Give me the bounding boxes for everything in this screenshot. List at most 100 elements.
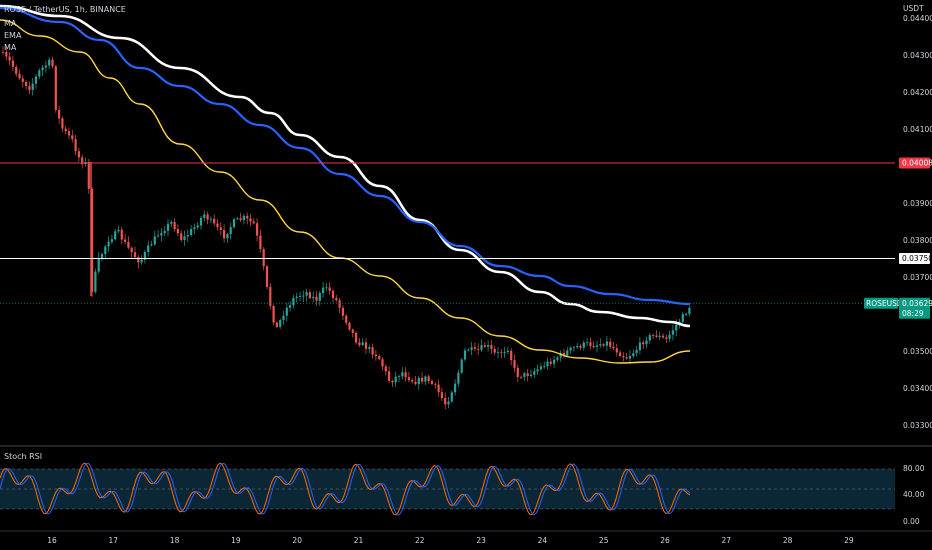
price-scale[interactable]: USDT 0.04400 0.04300 0.04200 0.04100 0.0390… — [864, 4, 932, 430]
candle — [661, 333, 665, 339]
candle — [487, 340, 490, 352]
candle — [645, 336, 648, 349]
candle — [391, 379, 394, 387]
indicator-legend-ma-1[interactable]: MA — [4, 19, 17, 28]
candle — [437, 379, 440, 397]
candle — [599, 338, 602, 348]
candle — [28, 81, 31, 95]
candle — [34, 73, 38, 89]
candle — [282, 310, 285, 325]
candle — [576, 342, 579, 349]
candle — [44, 60, 47, 73]
time-tick: 21 — [354, 536, 364, 545]
candle — [203, 210, 206, 222]
candle — [232, 217, 236, 229]
candle — [124, 234, 127, 244]
candle — [21, 75, 24, 88]
candle — [543, 361, 546, 369]
time-tick: 28 — [783, 536, 793, 545]
candle — [582, 340, 585, 351]
price-tick: 0.03500 — [903, 347, 932, 356]
candle — [516, 364, 519, 382]
candle — [526, 369, 529, 382]
candle — [196, 222, 199, 230]
candle — [378, 354, 381, 361]
candle — [38, 68, 41, 79]
time-scale[interactable]: 16 17 18 19 20 21 22 23 24 25 26 27 28 29 — [47, 536, 854, 545]
candlestick-series — [1, 46, 691, 410]
time-tick: 20 — [292, 536, 302, 545]
candle — [463, 347, 467, 362]
candle — [209, 216, 212, 224]
candle — [180, 230, 183, 242]
candle — [642, 339, 645, 349]
candle — [619, 349, 622, 358]
candle — [305, 288, 308, 302]
candle — [520, 375, 523, 380]
price-tick: 0.03300 — [903, 421, 932, 430]
candle — [58, 105, 61, 124]
candle — [536, 364, 539, 375]
candle — [249, 214, 252, 227]
candle — [556, 355, 559, 362]
candle — [272, 304, 275, 326]
candle — [130, 246, 133, 258]
price-tick: 0.04100 — [903, 125, 932, 134]
candle — [64, 125, 67, 135]
time-tick: 18 — [170, 536, 180, 545]
candle — [612, 341, 615, 351]
candle — [477, 343, 480, 355]
stoch-rsi-tick-0: 0.00 — [903, 517, 920, 526]
candle — [493, 345, 496, 356]
candle — [302, 290, 305, 302]
candle — [523, 372, 526, 381]
candle — [566, 347, 569, 358]
candle — [193, 223, 196, 234]
current-price-badge — [899, 297, 930, 319]
candle — [454, 379, 457, 396]
candle — [143, 249, 146, 264]
ema-blue-line[interactable] — [0, 6, 691, 306]
candle — [483, 342, 486, 348]
bar-countdown: 08:29 — [902, 309, 924, 318]
candle — [5, 47, 8, 61]
candle — [173, 218, 176, 232]
current-price: 0.03629 — [902, 299, 932, 308]
candle — [41, 64, 44, 76]
level-badge-white — [899, 253, 930, 264]
candle — [371, 343, 374, 359]
candle — [226, 232, 229, 244]
candle — [199, 216, 203, 230]
candle — [397, 374, 401, 383]
stoch-rsi-title[interactable]: Stoch RSI — [4, 452, 43, 461]
candle — [562, 348, 566, 359]
symbol-title[interactable]: ROSE / TetherUS, 1h, BINANCE — [4, 5, 126, 14]
candle — [473, 342, 476, 352]
candle — [166, 219, 170, 237]
symbol-badge — [864, 297, 898, 309]
candle — [510, 348, 513, 366]
indicator-legend-ma-2[interactable]: MA — [4, 43, 17, 52]
candle — [368, 344, 371, 354]
candle — [190, 224, 193, 237]
candle — [246, 212, 249, 225]
candle — [394, 371, 397, 387]
candle — [31, 78, 34, 96]
symbol-name: ROSEUSDT — [866, 299, 908, 308]
candle — [671, 324, 674, 341]
candle — [117, 225, 120, 234]
candle — [312, 291, 315, 303]
candle — [572, 345, 575, 352]
candle — [322, 282, 325, 298]
candle — [163, 225, 166, 237]
indicator-legend-ema[interactable]: EMA — [4, 31, 22, 40]
candle — [104, 244, 107, 260]
candle — [351, 328, 354, 338]
candle — [648, 332, 651, 344]
candle — [256, 218, 259, 242]
ma-yellow-line[interactable] — [0, 19, 691, 364]
candle — [84, 158, 87, 167]
ma-white-line[interactable] — [0, 4, 691, 328]
time-tick: 22 — [415, 536, 425, 545]
